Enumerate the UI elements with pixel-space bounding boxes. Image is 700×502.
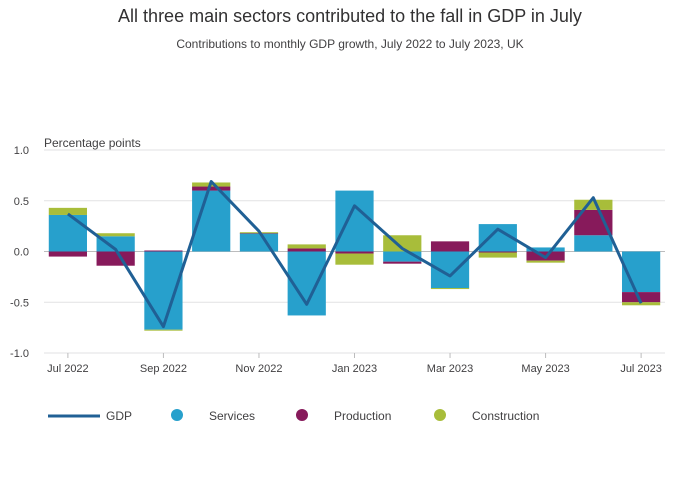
legend-label-production: Production	[334, 409, 391, 423]
line-gdp	[67, 180, 643, 329]
x-tick-label: Nov 2022	[235, 363, 282, 375]
y-tick-label: 1.0	[14, 145, 29, 157]
bar-construction	[48, 207, 87, 215]
bar-construction	[478, 252, 517, 258]
y-tick-label: 0.5	[14, 196, 29, 208]
bar-construction	[526, 260, 565, 263]
bar-services	[383, 251, 422, 262]
bar-construction	[287, 244, 326, 249]
legend: GDP Services Production Construction	[48, 409, 539, 423]
bar-services	[335, 190, 374, 252]
bar-services	[526, 247, 565, 252]
bar-production	[478, 251, 517, 253]
bar-production	[383, 261, 422, 264]
bar-production	[144, 250, 183, 252]
y-tick-label: 0.0	[14, 247, 29, 259]
bar-production	[287, 248, 326, 252]
legend-swatch-construction	[434, 409, 446, 421]
x-tick-label: Jul 2022	[47, 363, 89, 375]
bar-services	[574, 235, 613, 252]
legend-label-services: Services	[209, 409, 255, 423]
bar-production	[622, 292, 661, 303]
bar-production	[192, 186, 231, 191]
y-tick-label: -0.5	[10, 297, 29, 309]
bar-production	[48, 251, 87, 257]
x-ticks: Jul 2022 Sep 2022 Nov 2022 Jan 2023 Mar 2023…	[47, 353, 662, 375]
legend-label-gdp: GDP	[106, 409, 132, 423]
y-axis-label: Percentage points	[44, 136, 141, 150]
legend-label-construction: Construction	[472, 409, 539, 423]
y-tick-label: -1.0	[10, 348, 29, 360]
y-ticks: 1.0 0.5 0.0 -0.5 -1.0	[10, 145, 29, 360]
bar-production	[335, 251, 374, 254]
x-tick-label: Jul 2023	[620, 363, 662, 375]
bar-production	[96, 251, 135, 266]
x-tick-label: Mar 2023	[427, 363, 473, 375]
bar-services	[48, 214, 87, 252]
bar-construction	[430, 288, 470, 290]
bar-construction	[335, 253, 374, 265]
bar-construction	[622, 302, 661, 306]
bar-services	[239, 233, 279, 252]
x-tick-label: Jan 2023	[332, 363, 377, 375]
bar-construction	[574, 199, 613, 210]
bar-services	[96, 236, 135, 252]
legend-swatch-production	[296, 409, 308, 421]
x-tick-label: Sep 2022	[140, 363, 187, 375]
x-tick-label: May 2023	[521, 363, 569, 375]
bar-construction	[96, 233, 135, 237]
chart-title: All three main sectors contributed to th…	[118, 6, 582, 26]
bar-construction	[144, 329, 183, 331]
chart-subtitle: Contributions to monthly GDP growth, Jul…	[176, 37, 524, 51]
legend-swatch-services	[171, 409, 183, 421]
line-layer	[67, 180, 643, 329]
bar-production	[430, 241, 470, 252]
